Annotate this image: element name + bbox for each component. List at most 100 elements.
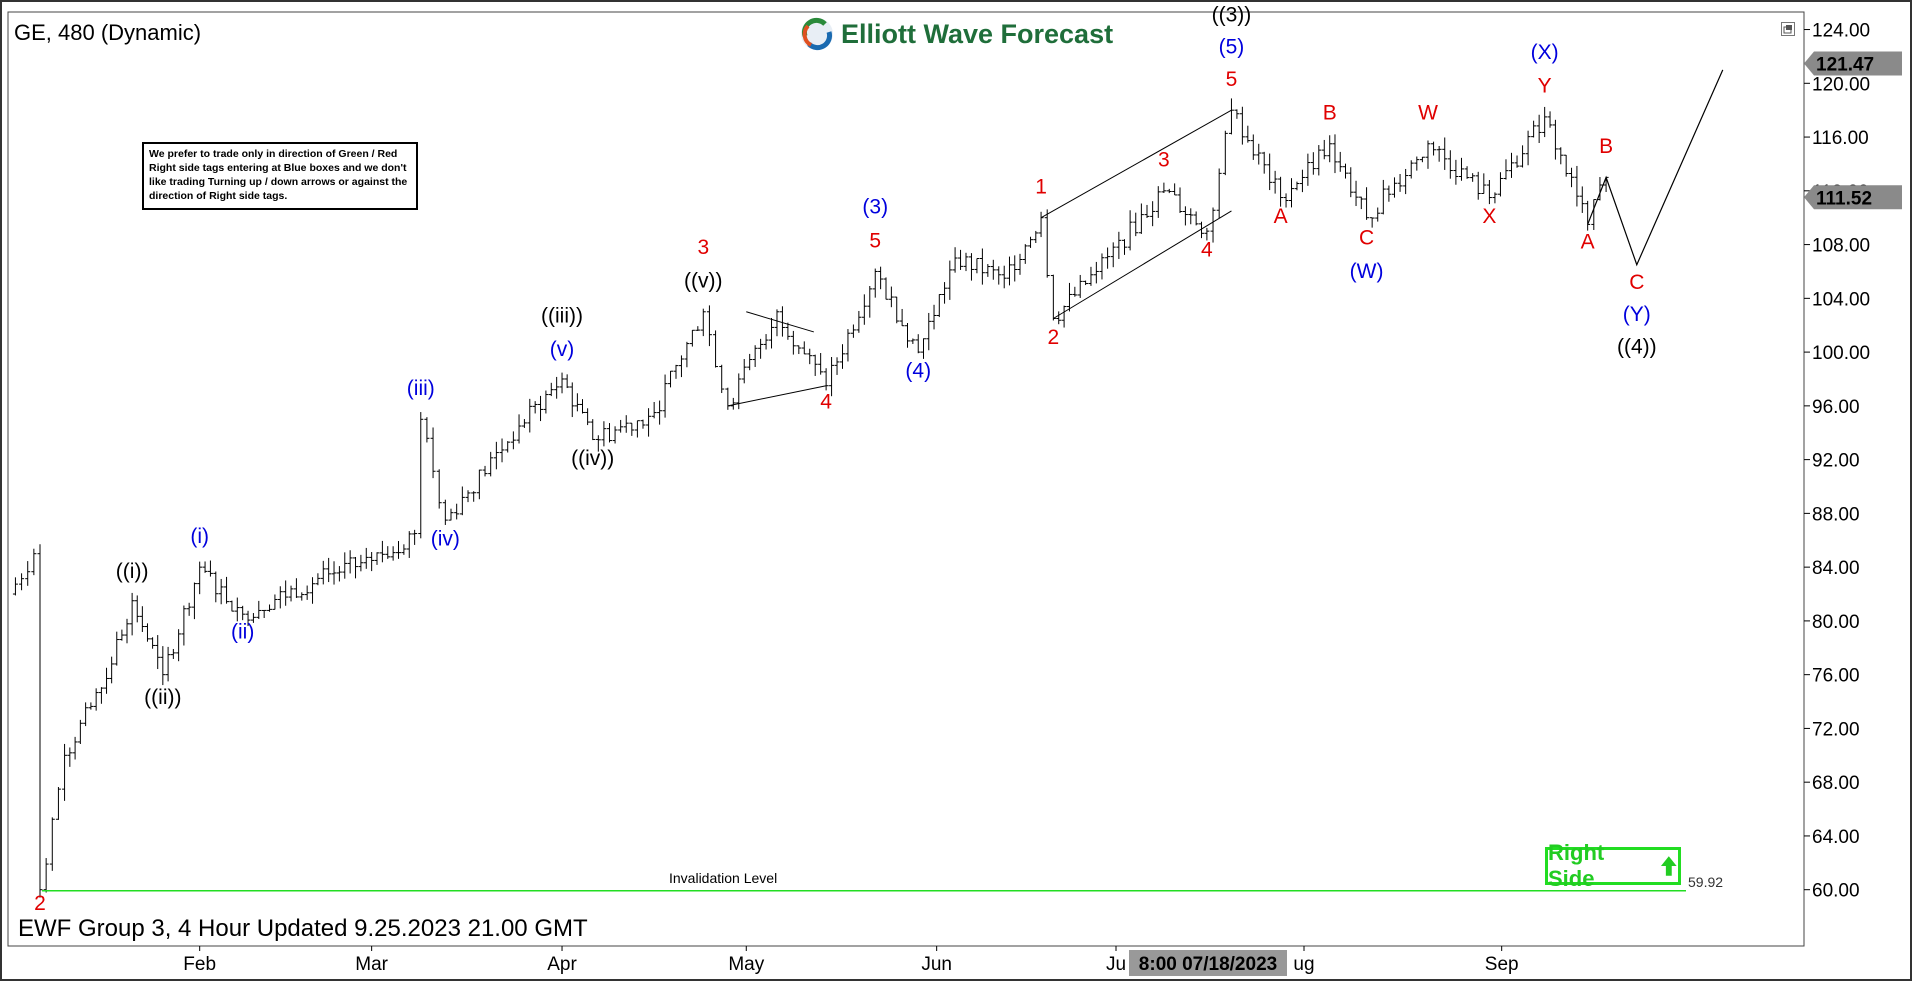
y-tick-label: 120.00 <box>1812 74 1870 95</box>
price-bar <box>1321 139 1327 160</box>
price-bar <box>1574 165 1580 207</box>
price-bar <box>1144 204 1150 219</box>
price-bar <box>256 600 262 619</box>
price-bar <box>1038 211 1044 238</box>
price-bar <box>834 357 840 375</box>
wave-label: B <box>1599 135 1613 158</box>
wave-label: (i) <box>190 525 209 548</box>
price-bar <box>1093 261 1099 284</box>
price-bar <box>1193 211 1199 226</box>
price-bar <box>612 426 618 444</box>
price-bar <box>1425 140 1431 169</box>
price-bar <box>1272 170 1278 194</box>
invalidation-label: Invalidation Level <box>669 870 777 886</box>
price-bar <box>1380 179 1386 215</box>
price-bar <box>369 552 375 572</box>
price-bar <box>277 586 283 609</box>
price-bar <box>979 248 985 285</box>
price-bar <box>165 646 171 682</box>
price-bar <box>144 623 150 642</box>
price-bar <box>590 419 596 441</box>
price-bar <box>160 646 166 686</box>
price-bar <box>516 414 522 444</box>
arrow-up-icon <box>1661 856 1678 876</box>
price-bar <box>134 595 140 623</box>
price-bar <box>606 423 612 443</box>
price-bar <box>695 326 701 331</box>
price-bar <box>878 266 884 290</box>
price-bar <box>1294 181 1300 191</box>
y-tick-label: 60.00 <box>1812 881 1860 902</box>
wave-label: ((ii)) <box>144 686 181 709</box>
wave-label: ((4)) <box>1617 335 1657 358</box>
wave-label: X <box>1482 205 1496 228</box>
price-bar <box>818 353 824 375</box>
price-bar <box>1408 160 1414 179</box>
wave-label: (v) <box>550 338 575 361</box>
price-bar <box>315 573 321 586</box>
price-bar <box>1369 217 1375 228</box>
y-tick-label: 116.00 <box>1812 128 1869 149</box>
price-bar <box>124 618 130 644</box>
right-side-tag: Right Side <box>1545 840 1681 891</box>
price-bar <box>465 490 471 503</box>
price-bar <box>1514 155 1520 168</box>
price-bar <box>829 357 835 397</box>
price-bar <box>1256 143 1262 165</box>
price-bar <box>406 531 412 558</box>
price-bar <box>1116 231 1122 259</box>
price-bar <box>1133 212 1139 237</box>
price-bar <box>1228 98 1234 135</box>
price-bar <box>1278 176 1284 207</box>
price-bar <box>1261 151 1267 174</box>
price-bar <box>119 629 125 641</box>
price-bar <box>1503 159 1509 180</box>
price-bar <box>958 249 964 270</box>
price-bar <box>191 582 197 620</box>
wave-label: A <box>1581 231 1595 254</box>
price-bar <box>170 648 176 659</box>
price-bar <box>1066 282 1072 312</box>
wave-label: ((iv)) <box>571 447 614 470</box>
x-tick-label: Apr <box>547 954 577 975</box>
price-bar <box>224 576 230 604</box>
price-bar <box>19 573 25 591</box>
wave-label: 4 <box>1201 239 1213 262</box>
price-bar <box>796 345 802 355</box>
price-bar <box>77 719 83 745</box>
y-tick-label: 100.00 <box>1812 343 1870 364</box>
price-bar <box>72 736 78 760</box>
price-bar <box>493 441 499 470</box>
price-bar <box>1447 150 1453 179</box>
price-bar <box>476 469 482 500</box>
brand-name: Elliott Wave Forecast <box>841 18 1114 49</box>
price-bar <box>1299 169 1305 193</box>
price-bar <box>1050 274 1056 321</box>
price-bar <box>1289 178 1295 208</box>
price-bar <box>1239 106 1245 145</box>
y-tick-label: 64.00 <box>1812 827 1860 848</box>
price-bar <box>564 374 570 389</box>
price-bar <box>867 285 873 318</box>
price-bar <box>719 364 725 394</box>
maximize-icon[interactable] <box>1781 22 1795 36</box>
price-bar <box>1088 266 1094 286</box>
wave-label: Y <box>1538 75 1552 98</box>
price-bar <box>769 317 775 349</box>
price-bar <box>1061 305 1067 328</box>
price-bar <box>1155 186 1161 218</box>
y-tick-label: 124.00 <box>1812 21 1870 42</box>
price-bar <box>55 787 61 820</box>
price-bar <box>358 554 364 572</box>
price-bar <box>436 469 442 509</box>
price-bar <box>1442 137 1448 170</box>
price-bar <box>657 400 663 425</box>
wave-label: (X) <box>1531 41 1559 64</box>
price-bar <box>942 282 948 304</box>
price-bar <box>839 344 845 369</box>
price-bar <box>448 508 454 521</box>
price-bar <box>442 499 448 525</box>
price-bar <box>1585 200 1591 231</box>
price-bar <box>336 566 342 582</box>
